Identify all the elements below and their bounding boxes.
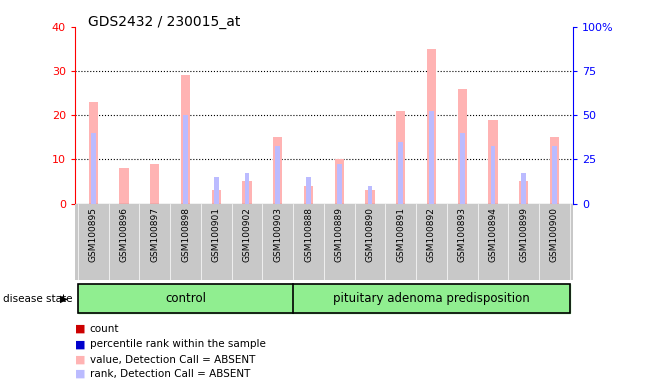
Bar — [304, 186, 313, 204]
Bar — [488, 120, 497, 204]
Text: GSM100889: GSM100889 — [335, 207, 344, 262]
Bar — [396, 111, 406, 204]
Bar — [91, 133, 96, 204]
Text: ■: ■ — [75, 324, 85, 334]
Text: count: count — [90, 324, 119, 334]
Bar — [429, 111, 434, 204]
Bar — [212, 190, 221, 204]
Text: GSM100896: GSM100896 — [120, 207, 128, 262]
Bar — [78, 284, 293, 313]
Bar — [273, 137, 283, 204]
Text: percentile rank within the sample: percentile rank within the sample — [90, 339, 266, 349]
Text: GSM100895: GSM100895 — [89, 207, 98, 262]
Bar — [183, 115, 188, 204]
Text: control: control — [165, 292, 206, 305]
Text: GSM100888: GSM100888 — [304, 207, 313, 262]
Bar — [550, 137, 559, 204]
Bar — [214, 177, 219, 204]
Text: disease state: disease state — [3, 293, 73, 304]
Text: GSM100891: GSM100891 — [396, 207, 405, 262]
Bar — [245, 173, 249, 204]
Bar — [552, 146, 557, 204]
Bar — [521, 173, 526, 204]
Bar — [181, 76, 190, 204]
Text: ■: ■ — [75, 355, 85, 365]
Text: GSM100901: GSM100901 — [212, 207, 221, 262]
Bar — [293, 284, 570, 313]
Text: ■: ■ — [75, 369, 85, 379]
Text: ▶: ▶ — [60, 293, 68, 304]
Bar — [275, 146, 280, 204]
Bar — [365, 190, 374, 204]
Bar — [519, 182, 529, 204]
Bar — [398, 142, 403, 204]
Bar — [491, 146, 495, 204]
Text: GSM100894: GSM100894 — [488, 207, 497, 262]
Text: GSM100892: GSM100892 — [427, 207, 436, 262]
Bar — [368, 186, 372, 204]
Text: GSM100898: GSM100898 — [181, 207, 190, 262]
Text: GDS2432 / 230015_at: GDS2432 / 230015_at — [88, 15, 240, 29]
Text: GSM100903: GSM100903 — [273, 207, 283, 262]
Text: value, Detection Call = ABSENT: value, Detection Call = ABSENT — [90, 355, 255, 365]
Text: ■: ■ — [75, 339, 85, 349]
Text: GSM100897: GSM100897 — [150, 207, 159, 262]
Bar — [306, 177, 311, 204]
Text: rank, Detection Call = ABSENT: rank, Detection Call = ABSENT — [90, 369, 250, 379]
Bar — [427, 49, 436, 204]
Bar — [335, 159, 344, 204]
Text: GSM100902: GSM100902 — [243, 207, 251, 262]
Text: GSM100900: GSM100900 — [550, 207, 559, 262]
Text: GSM100893: GSM100893 — [458, 207, 467, 262]
Bar — [150, 164, 159, 204]
Text: pituitary adenoma predisposition: pituitary adenoma predisposition — [333, 292, 530, 305]
Text: GSM100890: GSM100890 — [365, 207, 374, 262]
Bar — [458, 89, 467, 204]
Bar — [242, 182, 252, 204]
Bar — [337, 164, 342, 204]
Bar — [119, 168, 129, 204]
Text: GSM100899: GSM100899 — [519, 207, 528, 262]
Bar — [460, 133, 465, 204]
Bar — [89, 102, 98, 204]
